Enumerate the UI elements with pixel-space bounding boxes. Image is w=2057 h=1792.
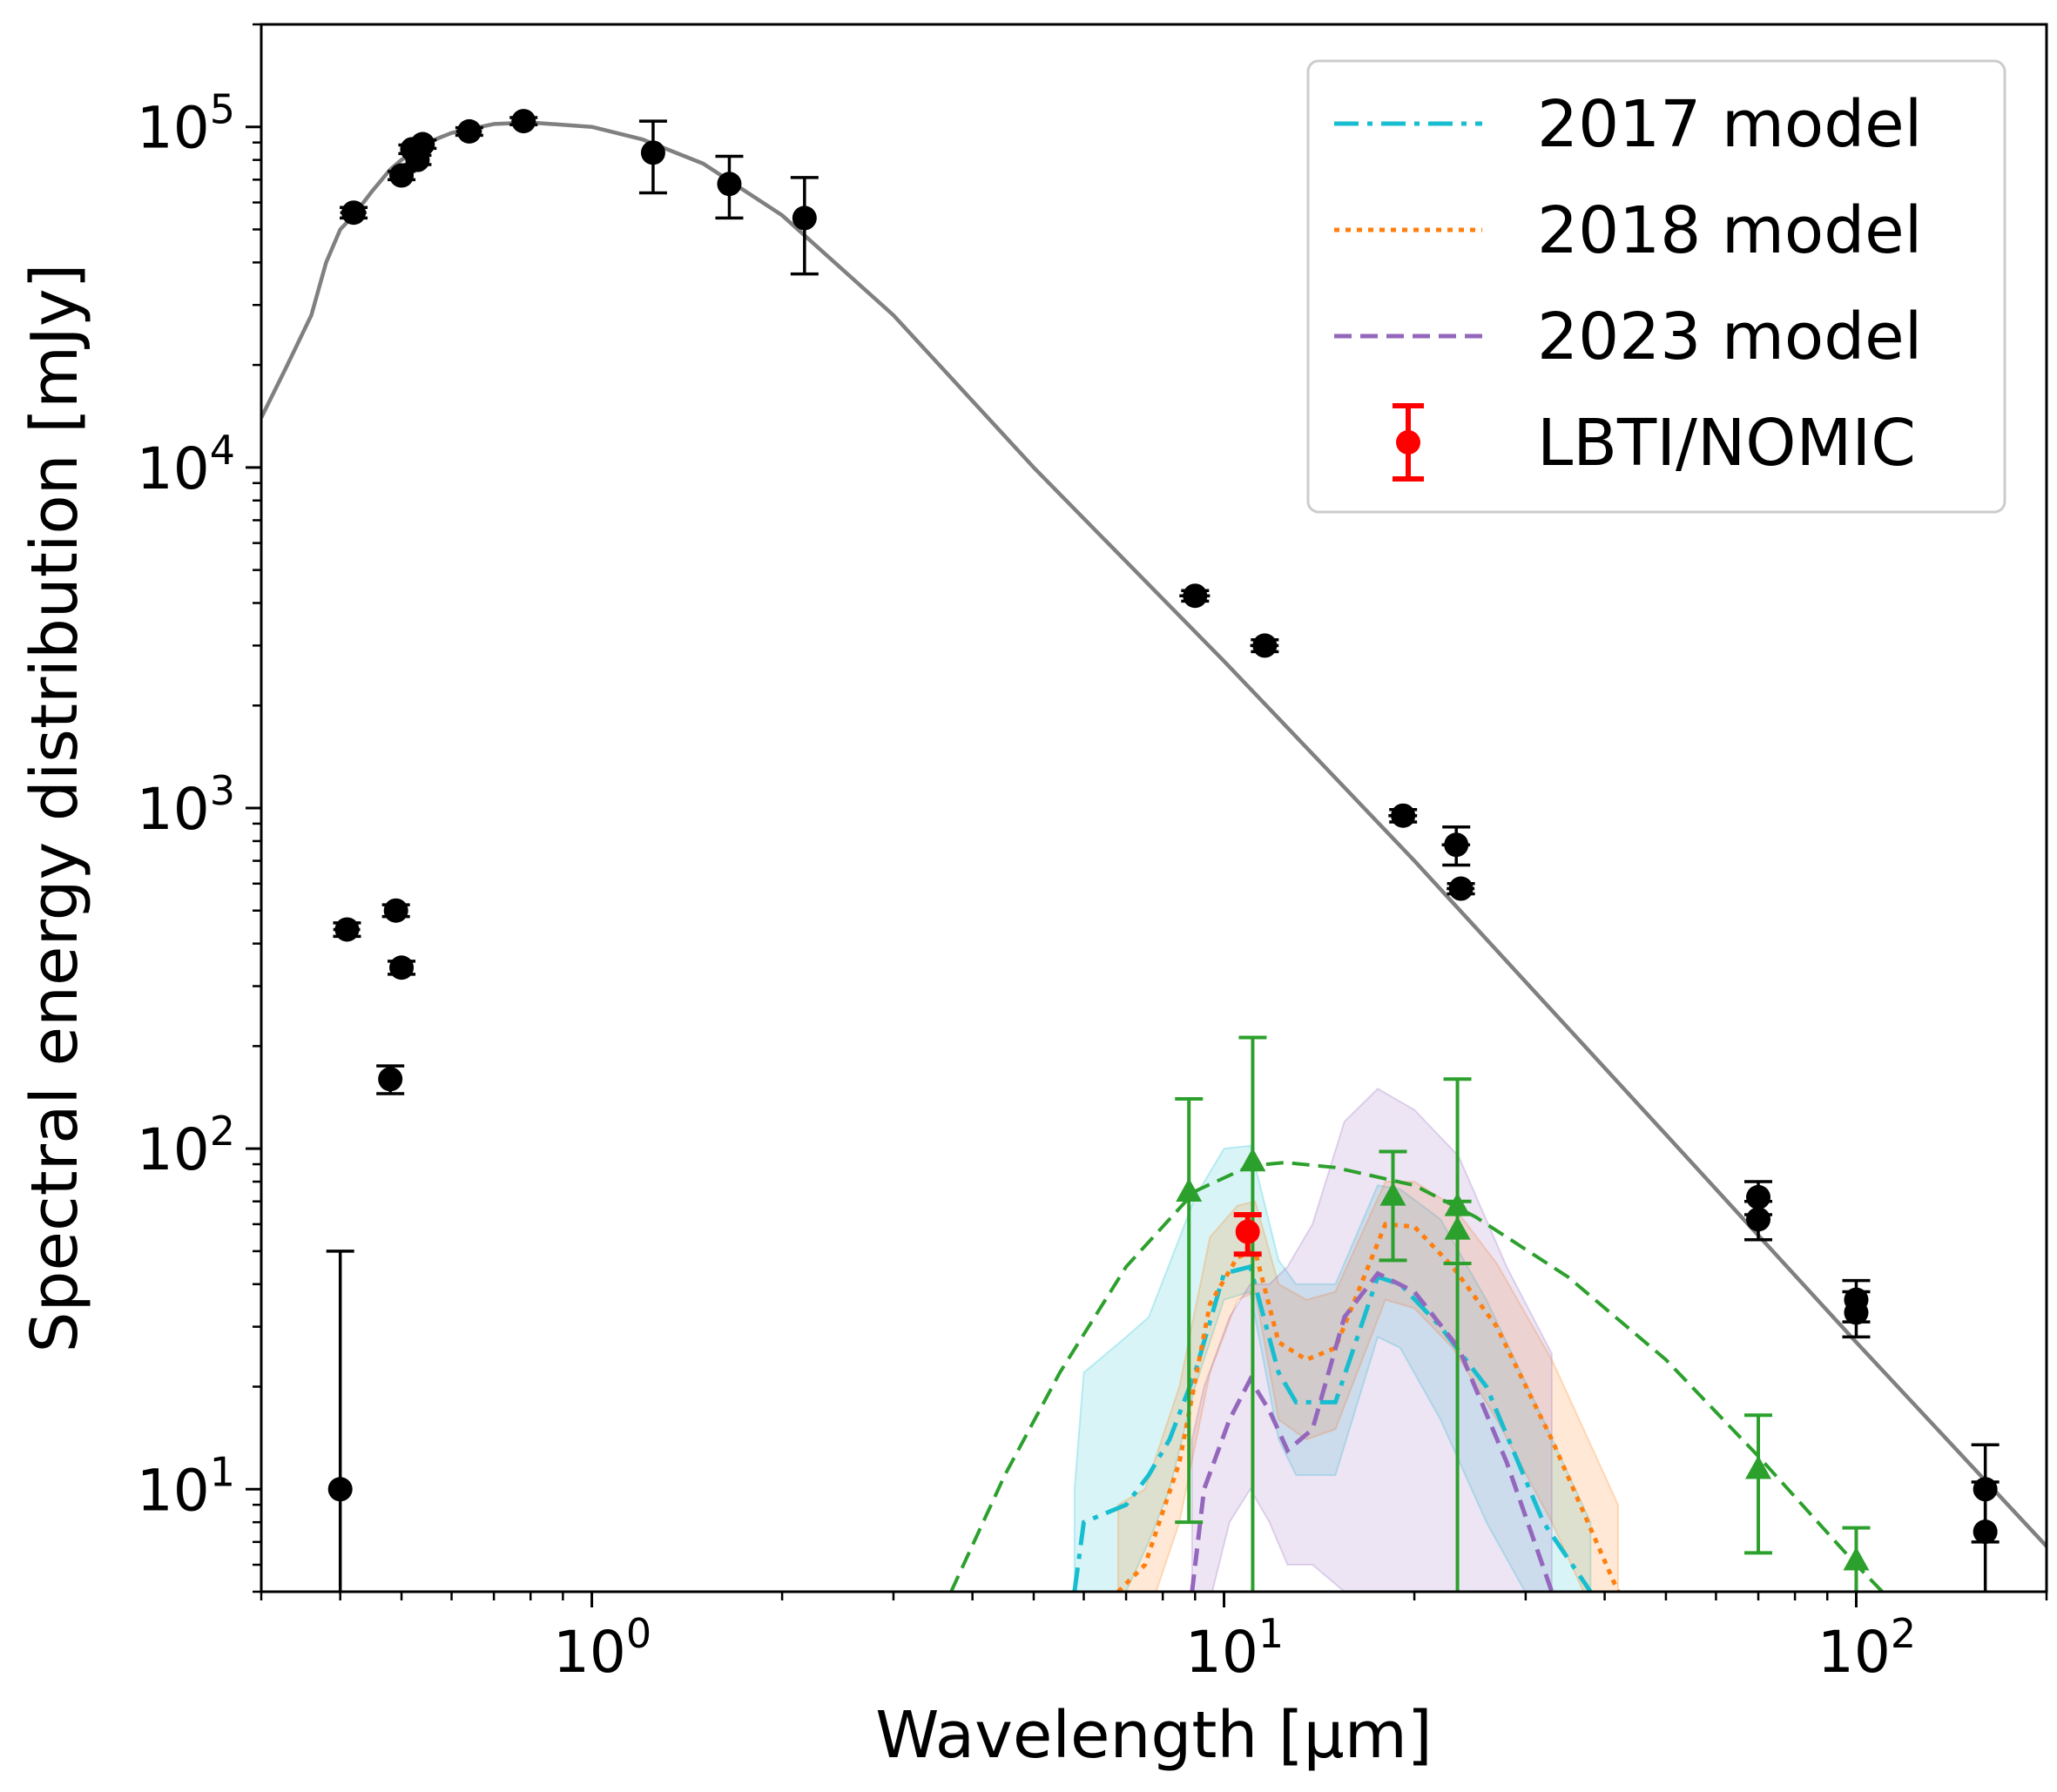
photometry-point-14 xyxy=(792,205,817,231)
photometry-point-1 xyxy=(334,917,360,942)
photometry-point-18 xyxy=(1444,832,1469,858)
photometry-point-19 xyxy=(1448,876,1474,901)
axis-tick-labels: 100 101 102 101 102 103 104 105 xyxy=(137,86,1916,1686)
y-tick-label-0: 101 xyxy=(137,1448,235,1524)
excess-point-6 xyxy=(1843,1546,1870,1571)
photometry-point-3 xyxy=(378,1067,403,1092)
nomic-point xyxy=(1235,1219,1260,1244)
photometry-point-20 xyxy=(1746,1184,1771,1209)
photometry-point-17 xyxy=(1391,803,1416,828)
photometry-point-10 xyxy=(456,118,482,144)
excess-point-4 xyxy=(1444,1216,1471,1240)
photometry-point-23 xyxy=(1844,1300,1869,1325)
legend-label-2: 2023 model xyxy=(1537,300,1922,374)
legend-label-0: 2017 model xyxy=(1537,87,1922,162)
photometry-point-4 xyxy=(383,898,408,923)
photometry-point-6 xyxy=(389,163,415,188)
model-band-0 xyxy=(1073,1144,1592,1592)
legend-marker-3 xyxy=(1396,430,1420,455)
photometry-point-9 xyxy=(410,131,435,157)
photometry-point-5 xyxy=(389,955,415,980)
photometry-point-13 xyxy=(717,172,742,197)
photometry-point-12 xyxy=(640,140,665,165)
y-tick-label-1: 102 xyxy=(137,1108,235,1183)
x-axis-title: Wavelength [μm] xyxy=(875,1698,1432,1773)
data-points xyxy=(326,109,2000,1592)
y-tick-label-4: 105 xyxy=(137,86,235,162)
legend-label-3: LBTI/NOMIC xyxy=(1537,406,1916,481)
model-line-1 xyxy=(1116,1222,1621,1592)
excess-point-5 xyxy=(1745,1455,1772,1479)
y-tick-label-3: 104 xyxy=(137,427,235,502)
model-band-1 xyxy=(1116,1181,1619,1592)
x-tick-label-2: 102 xyxy=(1818,1610,1916,1686)
blackbody-fit-line xyxy=(949,1161,1884,1592)
y-axis-title: Spectral energy distribution [mJy] xyxy=(17,263,92,1352)
excess-point-1 xyxy=(1239,1148,1266,1172)
x-tick-label-1: 101 xyxy=(1185,1610,1284,1686)
axis-ticks xyxy=(246,23,2048,1607)
photometry-point-15 xyxy=(1183,583,1208,609)
photometry-point-21 xyxy=(1746,1207,1771,1232)
x-tick-label-0: 100 xyxy=(553,1610,651,1686)
excess-point-0 xyxy=(1176,1177,1203,1202)
photometry-point-11 xyxy=(511,109,536,134)
photometry-point-16 xyxy=(1252,633,1278,658)
legend: 2017 model 2018 model 2023 model LBTI/NOMIC xyxy=(1306,59,2006,514)
legend-label-1: 2018 model xyxy=(1537,193,1922,268)
y-tick-label-2: 103 xyxy=(137,767,235,843)
excess-point-2 xyxy=(1379,1182,1406,1206)
photometry-point-0 xyxy=(327,1477,353,1502)
photometry-point-25 xyxy=(1973,1519,1998,1545)
photometry-point-2 xyxy=(341,200,367,226)
legend-frame xyxy=(1306,59,2006,514)
